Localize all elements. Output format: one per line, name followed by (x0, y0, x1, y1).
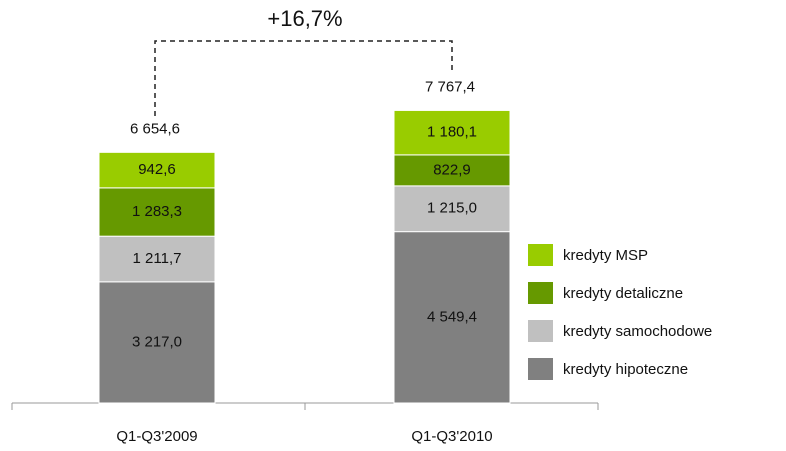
bar-segment (98, 281, 216, 404)
bar-segment (98, 187, 216, 237)
value-label: 4 549,4 (427, 308, 477, 325)
bar-segment (393, 109, 511, 156)
bar-segment (98, 151, 216, 189)
legend-label: kredyty samochodowe (563, 323, 712, 340)
legend-swatch (528, 358, 553, 380)
value-label: 1 180,1 (427, 124, 477, 141)
bracket (154, 40, 453, 116)
bar-segment (393, 231, 511, 404)
value-label: 942,6 (138, 161, 176, 178)
annotation: +16,7% (267, 6, 342, 31)
total-label: 7 767,4 (425, 78, 475, 95)
legend-label: kredyty MSP (563, 247, 648, 264)
value-label: 1 283,3 (132, 203, 182, 220)
bar-segment (98, 235, 216, 283)
legend-label: kredyty hipoteczne (563, 361, 688, 378)
value-label: 1 215,0 (427, 200, 477, 217)
total-label: 6 654,6 (130, 120, 180, 137)
legend-swatch (528, 320, 553, 342)
x-tick-label: Q1-Q3'2010 (411, 428, 492, 445)
bar-segment (393, 154, 511, 187)
value-label: 1 211,7 (133, 250, 182, 267)
value-label: 3 217,0 (132, 333, 182, 350)
bar-segment (393, 185, 511, 233)
value-label: 822,9 (433, 161, 471, 178)
legend-swatch (528, 282, 553, 304)
x-tick-label: Q1-Q3'2009 (116, 428, 197, 445)
legend-swatch (528, 244, 553, 266)
legend-label: kredyty detaliczne (563, 285, 683, 302)
